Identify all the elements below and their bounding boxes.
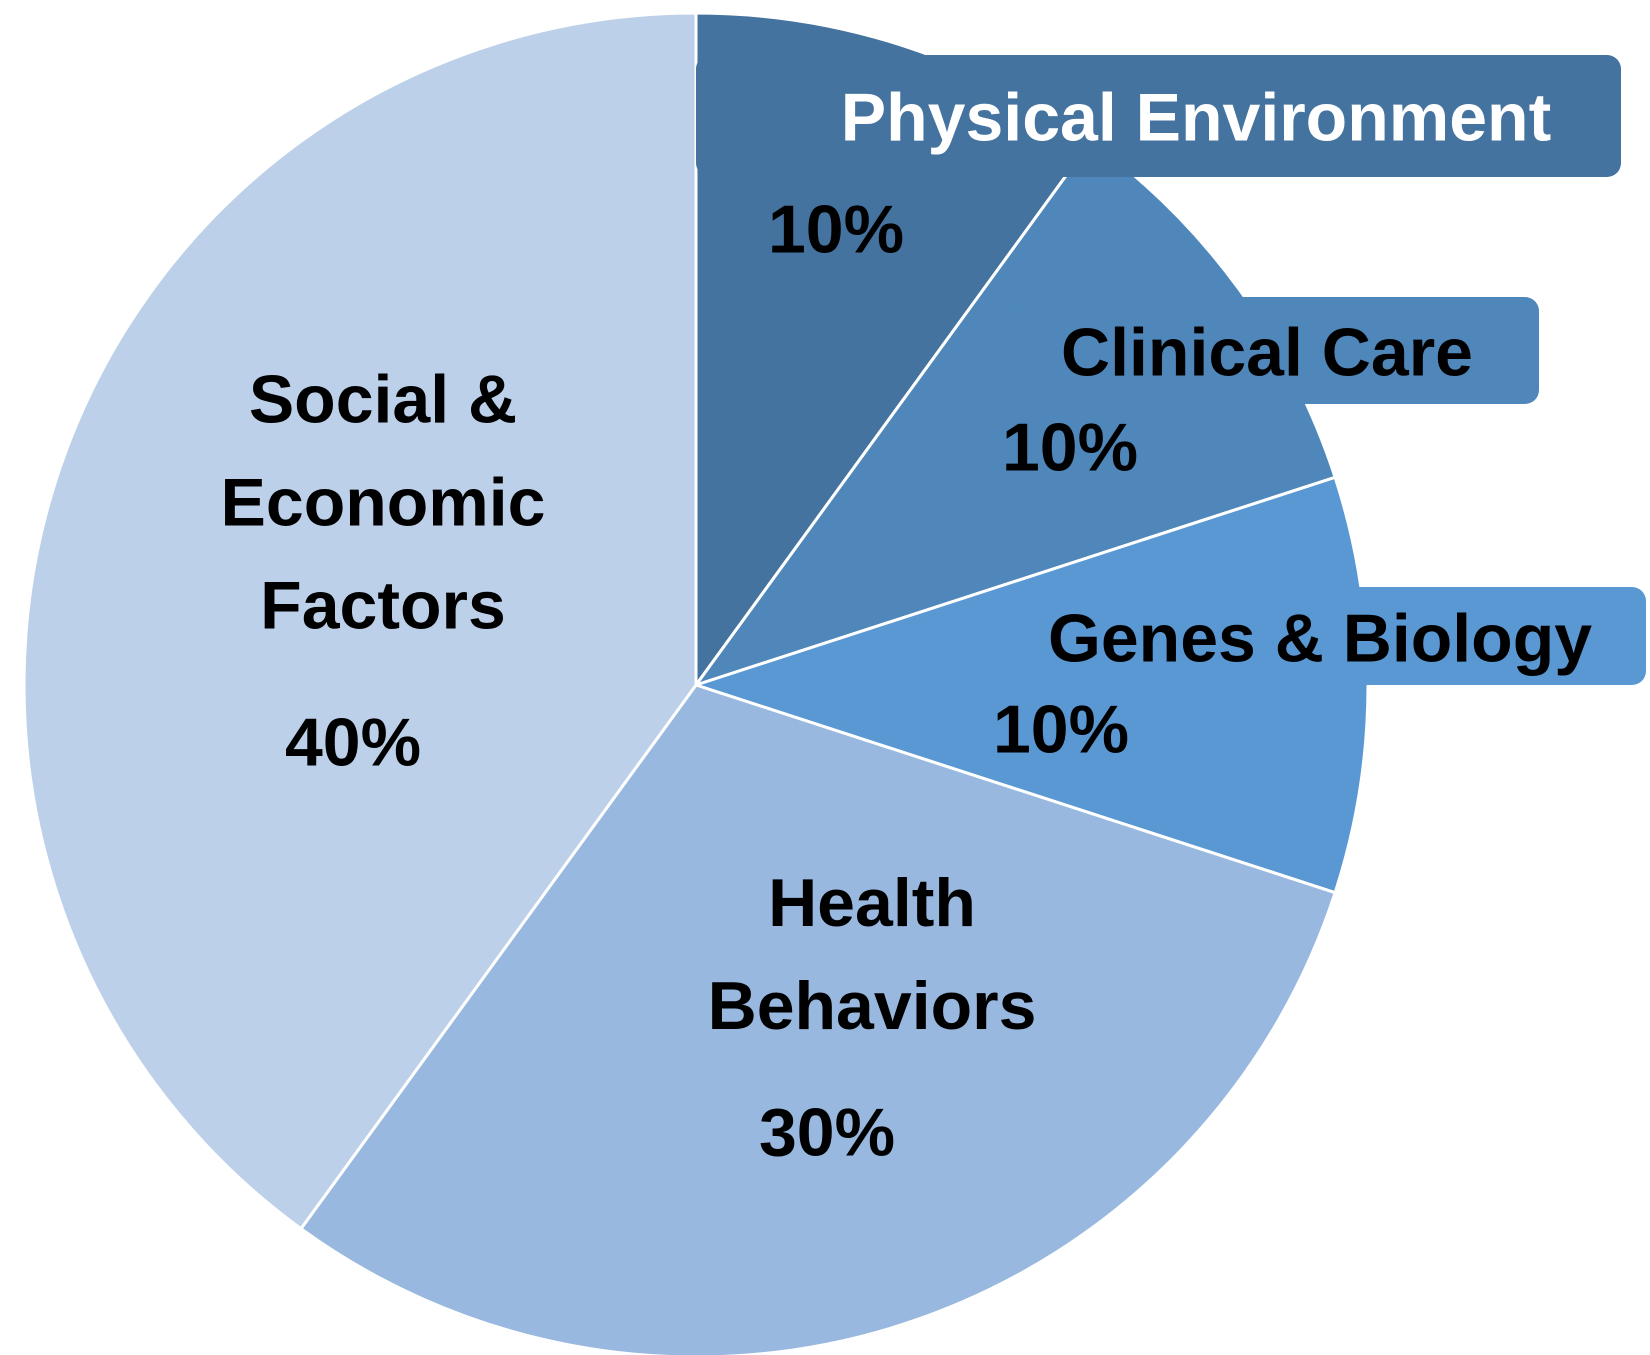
slice-label: Social & Economic Factors xyxy=(220,361,546,644)
pie-slice xyxy=(22,11,698,1231)
value-label: 10% xyxy=(992,691,1130,768)
label-box xyxy=(696,55,1621,177)
value-label: 40% xyxy=(284,704,422,781)
label-box xyxy=(1012,297,1539,404)
value-label: 10% xyxy=(767,191,905,268)
value-label: 30% xyxy=(758,1094,896,1171)
slice-label: Physical Environment xyxy=(840,79,1552,156)
slice-label: Clinical Care xyxy=(1061,314,1473,391)
pie-slice xyxy=(298,683,1338,1355)
label-box xyxy=(1012,587,1646,685)
slice-label: Health Behaviors xyxy=(707,865,1037,1044)
value-label: 10% xyxy=(1001,409,1139,486)
slice-label: Genes & Biology xyxy=(1047,600,1593,677)
